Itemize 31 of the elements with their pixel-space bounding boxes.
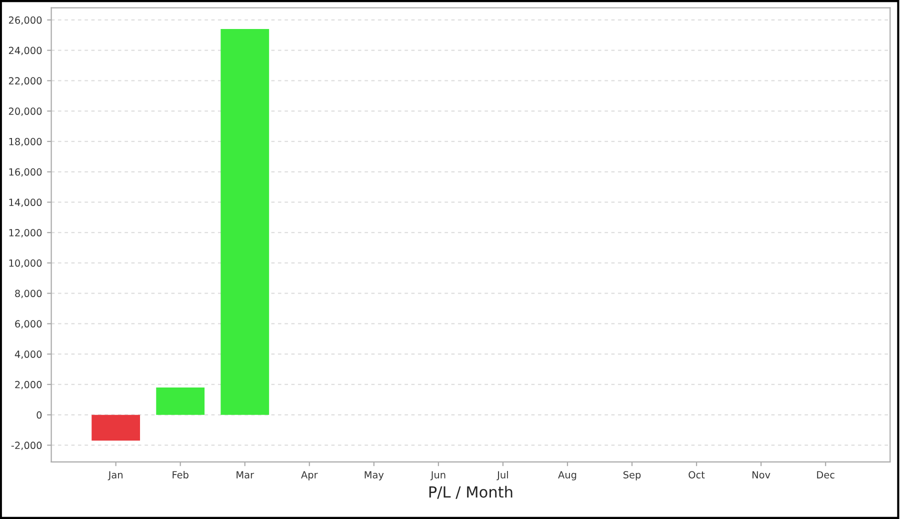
y-tick-label: 8,000	[15, 290, 42, 298]
y-tick-label: 18,000	[9, 138, 42, 146]
x-tick-label: Sep	[623, 471, 641, 480]
x-tick-label: Jan	[108, 471, 122, 480]
x-tick-label: Dec	[817, 471, 834, 478]
y-tick-label: 2,000	[15, 380, 42, 390]
x-tick-label: Jul	[496, 470, 508, 480]
y-tick-label: 4,000	[14, 350, 42, 359]
x-tick-label: Jun	[430, 471, 446, 480]
y-tick-label: 14,000	[9, 198, 42, 208]
bar	[92, 414, 140, 441]
y-tick-label: 6,000	[15, 320, 42, 329]
x-tick-label: May	[364, 471, 384, 480]
x-tick-label: Oct	[688, 471, 705, 478]
y-tick-label: -2,000	[11, 442, 42, 450]
x-tick-label: Nov	[752, 471, 770, 478]
y-tick-label: 12,000	[9, 229, 42, 238]
y-tick-label: 20,000	[8, 108, 42, 116]
x-tick-label: Feb	[172, 470, 188, 478]
x-tick-label: Apr	[301, 471, 318, 480]
bar	[156, 387, 205, 415]
y-tick-label: 26,000	[8, 16, 42, 25]
x-axis-title: P/L / Month	[429, 486, 512, 499]
y-tick-label: 0	[36, 411, 42, 419]
bar	[220, 29, 270, 415]
y-tick-label: 24,000	[8, 46, 42, 56]
x-tick-label: Aug	[558, 471, 576, 480]
y-tick-label: 22,000	[8, 77, 42, 86]
y-tick-label: 10,000	[9, 259, 42, 268]
y-tick-label: 16,000	[9, 168, 42, 177]
x-tick-label: Mar	[236, 471, 254, 478]
